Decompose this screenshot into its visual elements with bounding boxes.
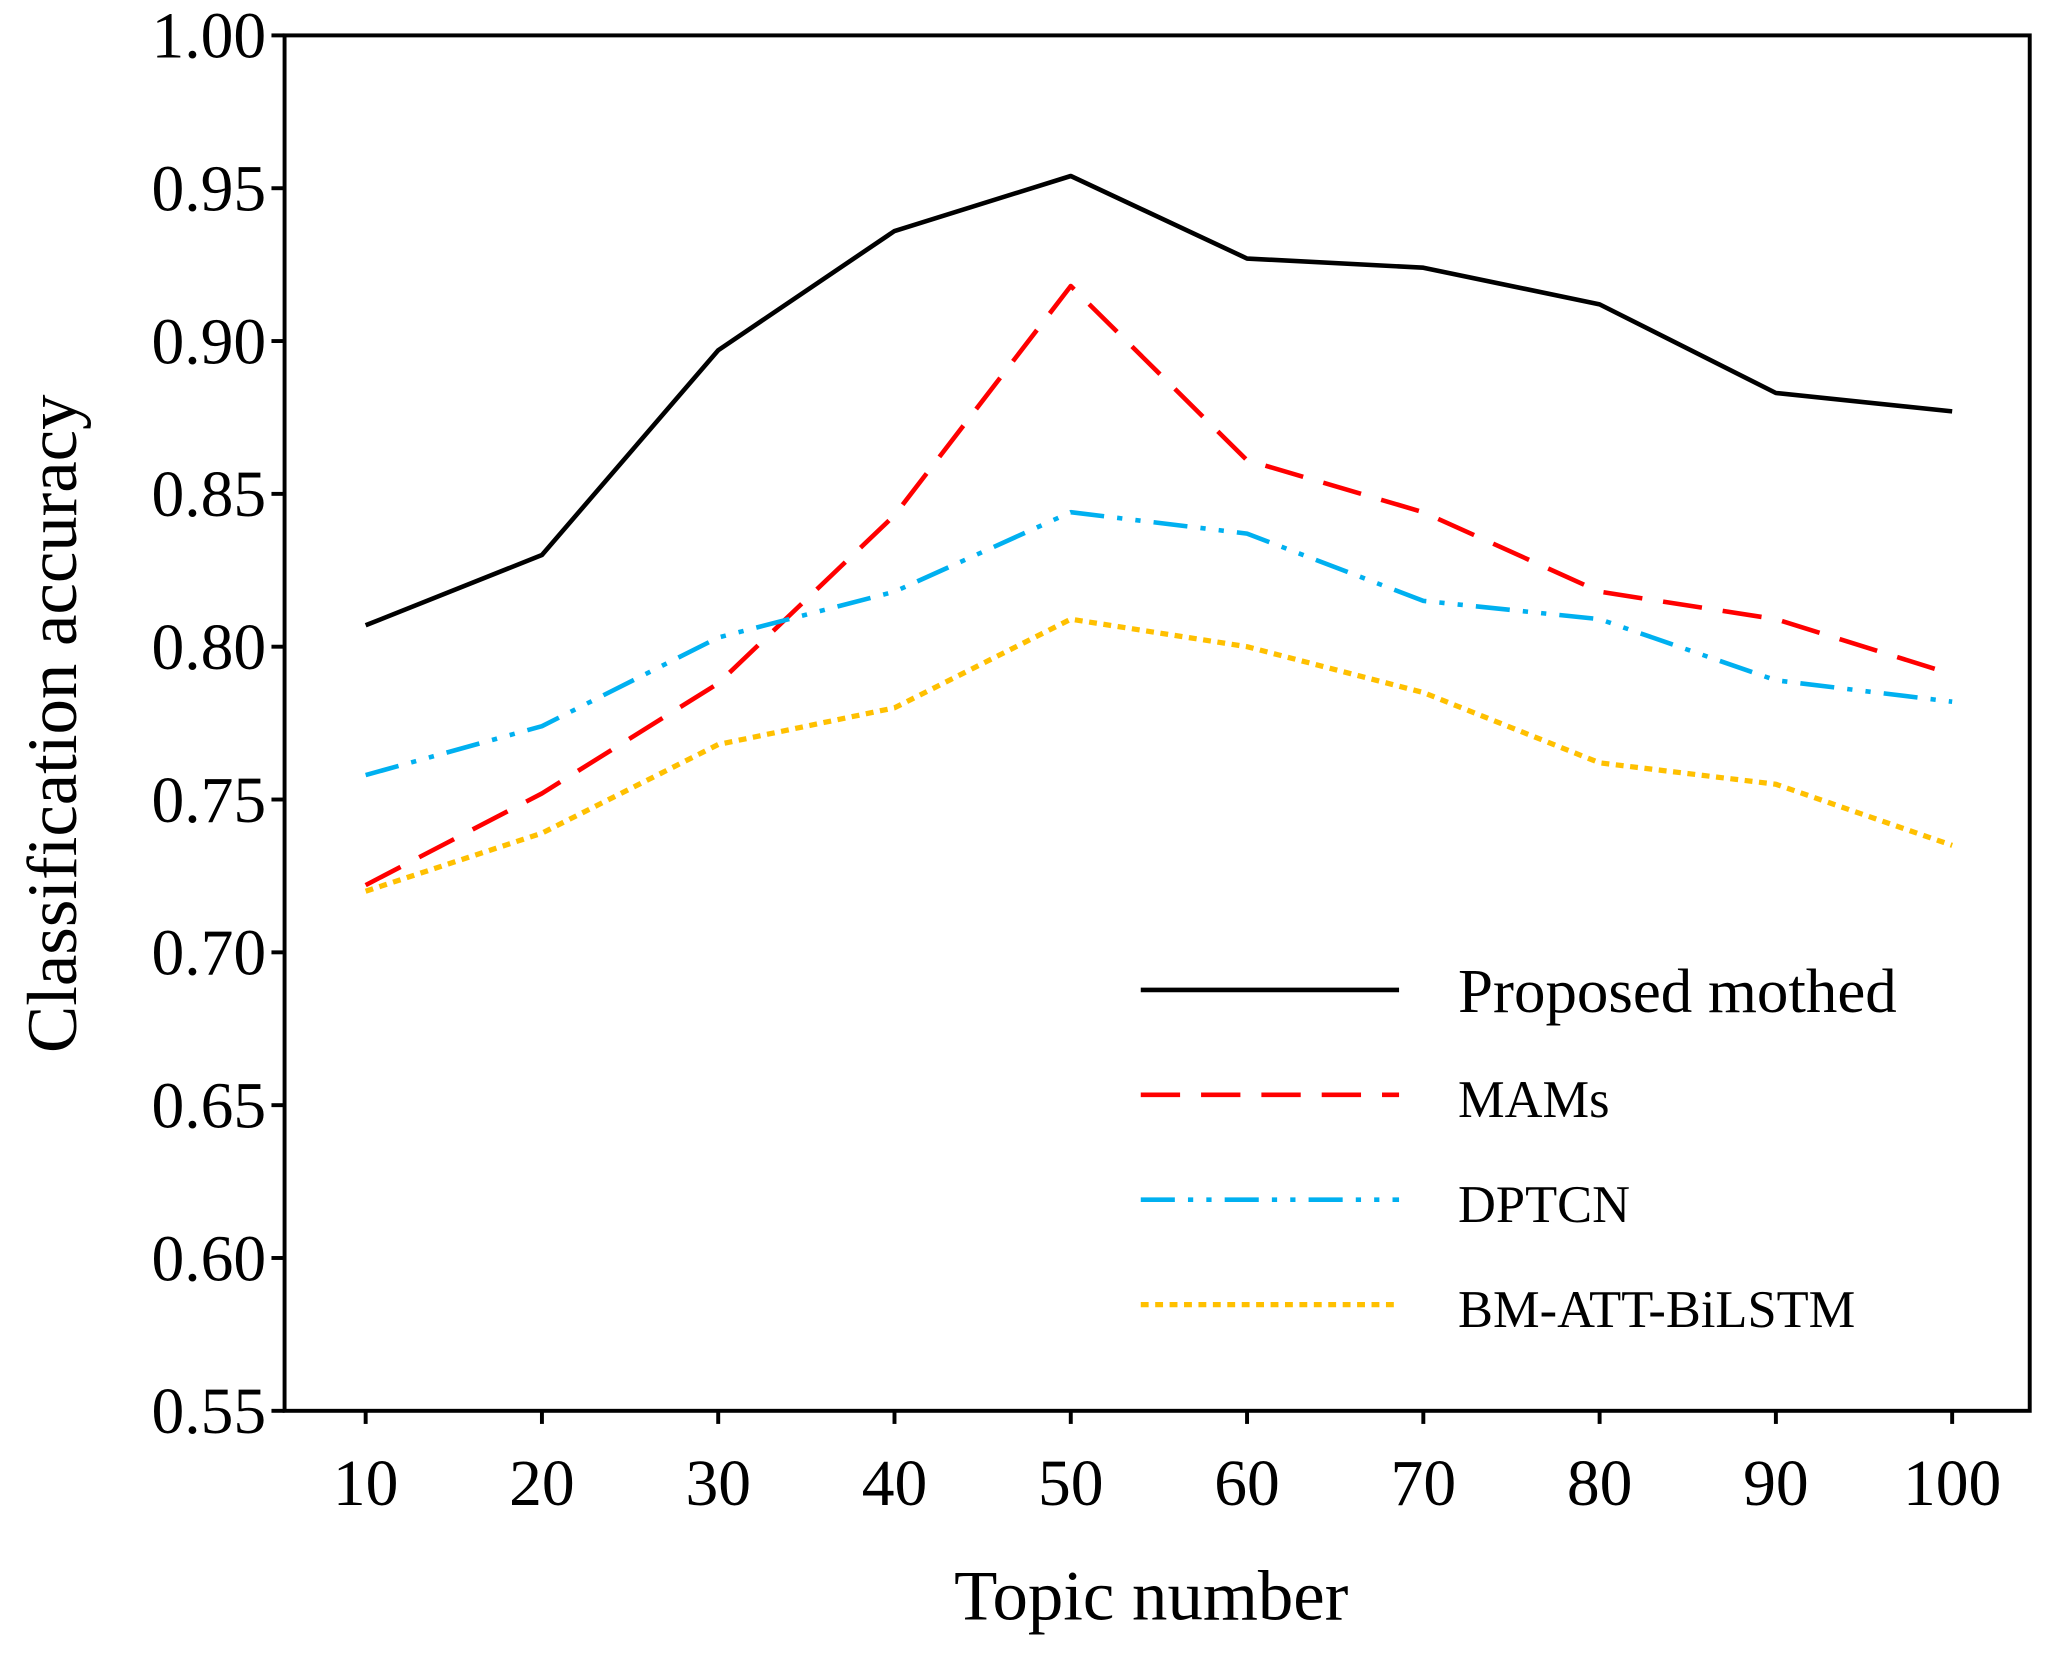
y-axis-label: Classification accuracy — [14, 394, 92, 1053]
series-line-3 — [364, 616, 1954, 894]
series-line-1 — [364, 283, 1953, 888]
y-tick-label: 0.80 — [151, 612, 266, 684]
x-tick-label: 60 — [1214, 1448, 1280, 1520]
series-line-0 — [364, 173, 1953, 628]
y-tick-label: 1.00 — [151, 1, 266, 73]
series-line-2 — [365, 509, 1953, 778]
legend-label: DPTCN — [1458, 1176, 1630, 1234]
x-tick-label: 70 — [1391, 1448, 1457, 1520]
x-tick-label: 80 — [1567, 1448, 1633, 1520]
y-tick-label: 0.75 — [151, 765, 266, 837]
y-tick-label: 0.70 — [151, 918, 266, 990]
legend-label: MAMs — [1458, 1071, 1610, 1129]
x-axis-label: Topic number — [954, 1557, 1348, 1635]
y-tick-label: 0.60 — [151, 1223, 266, 1295]
x-tick-label: 40 — [862, 1448, 928, 1520]
legend: Proposed mothed MAMs DPTCN BM-ATT-BiLSTM — [1140, 956, 1897, 1339]
plot-frame — [282, 33, 2032, 1413]
x-tick-label: 100 — [1903, 1448, 2001, 1520]
y-tick-label: 0.65 — [151, 1070, 266, 1142]
x-tick-label: 10 — [333, 1448, 399, 1520]
x-tick-label: 90 — [1743, 1448, 1809, 1520]
legend-label: BM-ATT-BiLSTM — [1458, 1281, 1855, 1339]
x-tick-label: 50 — [1038, 1448, 1104, 1520]
x-tick-label: 30 — [685, 1448, 751, 1520]
y-tick-label: 0.95 — [151, 154, 266, 226]
y-tick-label: 0.55 — [151, 1376, 266, 1448]
legend-label: Proposed mothed — [1458, 956, 1897, 1026]
x-tick-label: 20 — [509, 1448, 575, 1520]
y-tick-label: 0.85 — [151, 459, 266, 531]
y-tick-label: 0.90 — [151, 306, 266, 378]
